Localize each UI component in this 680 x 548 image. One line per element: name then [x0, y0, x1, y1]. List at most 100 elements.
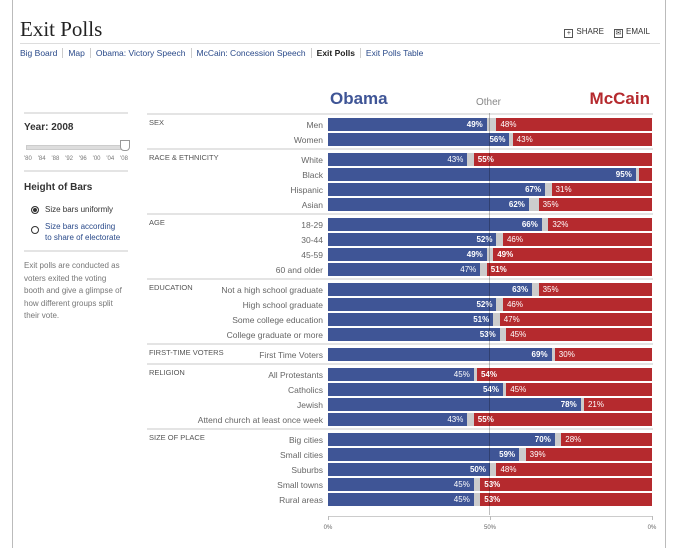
year-tick-label[interactable]: '04 [106, 156, 115, 162]
table-row[interactable]: Suburbs 50% 48% [147, 463, 653, 478]
other-bar[interactable] [545, 183, 552, 196]
nav-obama-speech[interactable]: Obama: Victory Speech [91, 48, 192, 58]
table-row[interactable]: All Protestants 45% 54% [147, 368, 653, 383]
table-row[interactable]: Asian 62% 35% [147, 198, 653, 213]
mccain-bar[interactable] [548, 218, 652, 231]
obama-bar[interactable] [328, 328, 500, 341]
radio-selected-icon[interactable] [31, 206, 39, 214]
obama-bar[interactable] [328, 183, 546, 196]
obama-bar[interactable] [328, 218, 542, 231]
radio-label[interactable]: Size bars according to share of electora… [45, 222, 121, 242]
other-bar[interactable] [519, 448, 526, 461]
nav-big-board[interactable]: Big Board [20, 48, 64, 58]
table-row[interactable]: Jewish 78% 21% [147, 398, 653, 413]
obama-bar[interactable] [328, 298, 497, 311]
table-row[interactable]: White 43% 55% [147, 153, 653, 168]
nav-exit-polls[interactable]: Exit Polls [312, 48, 361, 58]
mccain-bar[interactable] [493, 248, 652, 261]
year-tick-label[interactable]: '84 [37, 156, 46, 162]
obama-bar[interactable] [328, 118, 487, 131]
year-tick-label[interactable]: '88 [51, 156, 60, 162]
table-row[interactable]: Not a high school graduate 63% 35% [147, 283, 653, 298]
obama-bar[interactable] [328, 413, 468, 426]
other-bar[interactable] [528, 198, 539, 211]
other-bar[interactable] [473, 478, 481, 491]
nav-map[interactable]: Map [63, 48, 91, 58]
mccain-bar[interactable] [477, 368, 652, 381]
obama-bar[interactable] [328, 313, 494, 326]
table-row[interactable]: 30-44 52% 46% [147, 233, 653, 248]
table-row[interactable]: 18-29 66% 32% [147, 218, 653, 233]
other-bar[interactable] [467, 413, 474, 426]
obama-bar[interactable] [328, 383, 503, 396]
mccain-bar[interactable] [561, 433, 652, 446]
mccain-bar[interactable] [554, 348, 652, 361]
mccain-bar[interactable] [473, 413, 652, 426]
year-tick-label[interactable]: '96 [78, 156, 87, 162]
table-row[interactable]: Men 49% 48% [147, 118, 653, 133]
table-row[interactable]: Small towns 45% 53% [147, 478, 653, 493]
table-row[interactable]: High school graduate 52% 46% [147, 298, 653, 313]
share-button[interactable]: + SHARE [564, 27, 604, 38]
obama-bar[interactable] [328, 263, 481, 276]
other-bar[interactable] [490, 463, 497, 476]
radio-unselected-icon[interactable] [31, 226, 39, 234]
mccain-bar[interactable] [499, 313, 652, 326]
mccain-bar[interactable] [583, 398, 652, 411]
obama-bar[interactable] [328, 168, 636, 181]
mccain-bar[interactable] [512, 133, 652, 146]
mccain-bar[interactable] [551, 183, 652, 196]
nav-mccain-speech[interactable]: McCain: Concession Speech [192, 48, 312, 58]
table-row[interactable]: First Time Voters 69% 30% [147, 348, 653, 363]
year-tick-label[interactable]: '00 [92, 156, 101, 162]
table-row[interactable]: College graduate or more 53% 45% [147, 328, 653, 343]
other-bar[interactable] [486, 118, 497, 131]
mccain-bar[interactable] [506, 328, 652, 341]
other-bar[interactable] [473, 368, 478, 381]
obama-bar[interactable] [328, 478, 474, 491]
mccain-bar[interactable] [502, 298, 652, 311]
obama-bar[interactable] [328, 493, 474, 506]
other-bar[interactable] [496, 233, 503, 246]
table-row[interactable]: 60 and older 47% 51% [147, 263, 653, 278]
nav-exit-polls-table[interactable]: Exit Polls Table [365, 48, 424, 58]
obama-bar[interactable] [328, 348, 552, 361]
table-row[interactable]: Black 95% [147, 168, 653, 183]
email-button[interactable]: ✉ EMAIL [613, 27, 650, 38]
slider-track[interactable] [26, 145, 126, 150]
mccain-bar[interactable] [538, 283, 652, 296]
slider-thumb[interactable] [120, 140, 130, 151]
other-bar[interactable] [554, 433, 562, 446]
obama-bar[interactable] [328, 398, 581, 411]
obama-bar[interactable] [328, 133, 510, 146]
mccain-bar[interactable] [486, 263, 652, 276]
other-bar[interactable] [467, 153, 474, 166]
table-row[interactable]: Catholics 54% 45% [147, 383, 653, 398]
other-bar[interactable] [473, 493, 481, 506]
mccain-bar[interactable] [480, 493, 652, 506]
mccain-bar[interactable] [496, 463, 652, 476]
other-bar[interactable] [580, 398, 584, 411]
radio-size-uniform[interactable]: Size bars uniformly [31, 205, 128, 214]
table-row[interactable]: Some college education 51% 47% [147, 313, 653, 328]
table-row[interactable]: Big cities 70% 28% [147, 433, 653, 448]
other-bar[interactable] [493, 313, 500, 326]
mccain-bar[interactable] [473, 153, 652, 166]
table-row[interactable]: Hispanic 67% 31% [147, 183, 653, 198]
mccain-bar[interactable] [525, 448, 652, 461]
year-tick-label[interactable]: '08 [120, 156, 128, 162]
mccain-bar[interactable] [538, 198, 652, 211]
other-bar[interactable] [480, 263, 487, 276]
table-row[interactable]: 45-59 49% 49% [147, 248, 653, 263]
obama-bar[interactable] [328, 233, 497, 246]
other-bar[interactable] [499, 328, 507, 341]
mccain-bar[interactable] [639, 168, 652, 181]
radio-size-share[interactable]: Size bars according to share of electora… [31, 221, 128, 243]
year-tick-label[interactable]: '80 [24, 156, 32, 162]
table-row[interactable]: Rural areas 45% 53% [147, 493, 653, 508]
obama-bar[interactable] [328, 368, 474, 381]
table-row[interactable]: Small cities 59% 39% [147, 448, 653, 463]
other-bar[interactable] [509, 133, 513, 146]
table-row[interactable]: Attend church at least once week 43% 55% [147, 413, 653, 428]
year-slider[interactable] [24, 140, 130, 152]
